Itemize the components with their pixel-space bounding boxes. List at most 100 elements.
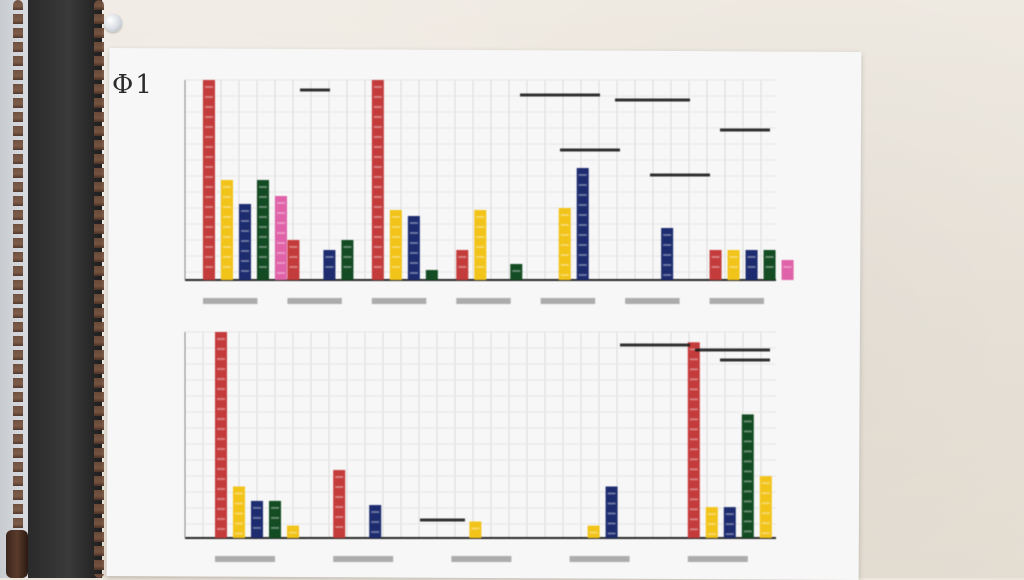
bar-segment — [271, 516, 279, 519]
bar-segment — [578, 224, 587, 226]
bar-segment — [217, 338, 225, 340]
bar-segment — [512, 270, 521, 272]
pushpin-icon — [104, 14, 122, 32]
chart-panel-2 — [184, 331, 776, 562]
bar-segment — [689, 498, 698, 501]
bar — [474, 210, 487, 280]
bar — [389, 210, 402, 280]
bar-segment — [205, 226, 213, 228]
bar-segment — [458, 266, 467, 268]
bar — [287, 240, 300, 280]
bar-segment — [689, 428, 698, 431]
bar-segment — [271, 526, 279, 529]
bar — [709, 250, 722, 280]
bar-segment — [205, 166, 213, 168]
bar-segment — [235, 522, 243, 525]
bar-segment — [277, 242, 285, 244]
bar-segment — [578, 274, 587, 276]
bar — [661, 228, 674, 280]
bar-segment — [289, 256, 298, 258]
bar-segment — [205, 116, 213, 118]
bar-segment — [471, 527, 480, 530]
bar-segment — [743, 440, 752, 443]
bar — [407, 216, 420, 280]
bar-segment — [560, 214, 569, 216]
bar — [763, 250, 776, 280]
bar-segment — [607, 532, 616, 535]
bar-segment — [205, 196, 213, 198]
bar-segment — [277, 222, 285, 224]
x-tick-label — [540, 298, 596, 304]
bar-segment — [217, 508, 225, 510]
bar — [456, 250, 469, 280]
bar-segment — [205, 96, 213, 98]
bar-segment — [409, 232, 418, 234]
bar-segment — [689, 388, 698, 391]
bar-segment — [223, 216, 231, 218]
bar-segment — [743, 430, 752, 433]
bar-segment — [761, 512, 770, 515]
bar — [781, 260, 794, 280]
bar — [251, 500, 263, 538]
bar-segment — [259, 226, 267, 228]
bar-segment — [217, 418, 225, 420]
x-tick-label — [625, 298, 680, 304]
bar-segment — [277, 262, 285, 264]
bar — [723, 507, 736, 538]
x-tick-label — [371, 298, 427, 304]
bar-segment — [259, 206, 267, 208]
bar-segment — [476, 236, 485, 238]
bar-segment — [223, 256, 231, 258]
bar-segment — [217, 478, 225, 480]
bar-segment — [663, 264, 672, 266]
bar-segment — [277, 202, 285, 204]
bar-segment — [689, 358, 698, 361]
bar-segment — [259, 256, 267, 258]
x-tick-label — [569, 556, 630, 562]
x-tick-label — [709, 298, 764, 304]
bar-segment — [689, 448, 698, 451]
bar-segment — [373, 166, 382, 168]
bar-segment — [241, 270, 249, 272]
bar — [333, 470, 346, 538]
bar-segment — [607, 502, 616, 505]
bar — [369, 505, 382, 538]
bar-segment — [373, 176, 382, 178]
bar-segment — [689, 478, 698, 481]
bar-segment — [223, 206, 231, 208]
bar-segment — [373, 236, 382, 238]
bar-segment — [761, 502, 770, 505]
bar-segment — [217, 368, 225, 370]
bar-segment — [217, 448, 225, 450]
bar-segment — [607, 512, 616, 515]
bar-segment — [277, 272, 285, 274]
bar-segment — [743, 450, 752, 453]
window-frame — [28, 0, 102, 578]
bar — [741, 414, 754, 538]
bar-segment — [765, 256, 774, 258]
bar — [269, 500, 281, 538]
bar-segment — [663, 234, 672, 236]
bar-segment — [217, 378, 225, 380]
bar-segment — [335, 496, 344, 499]
bar-segment — [371, 521, 380, 524]
bar-segment — [235, 492, 243, 495]
bar-segment — [371, 511, 380, 514]
bar-segment — [689, 378, 698, 381]
bar — [341, 240, 354, 280]
bar-segment — [205, 156, 213, 158]
bar-segment — [335, 516, 344, 519]
bar-segment — [589, 531, 598, 534]
bar-segment — [335, 476, 344, 479]
bar-segment — [707, 513, 716, 516]
bar-segment — [578, 234, 587, 236]
bar-segment — [765, 266, 774, 268]
bar — [558, 208, 571, 280]
bar-segment — [373, 246, 382, 248]
bar-segment — [689, 408, 698, 411]
bar — [275, 196, 287, 280]
bar-segment — [205, 176, 213, 178]
bar-segment — [217, 468, 225, 470]
bar — [257, 180, 269, 280]
bar-segment — [607, 492, 616, 495]
